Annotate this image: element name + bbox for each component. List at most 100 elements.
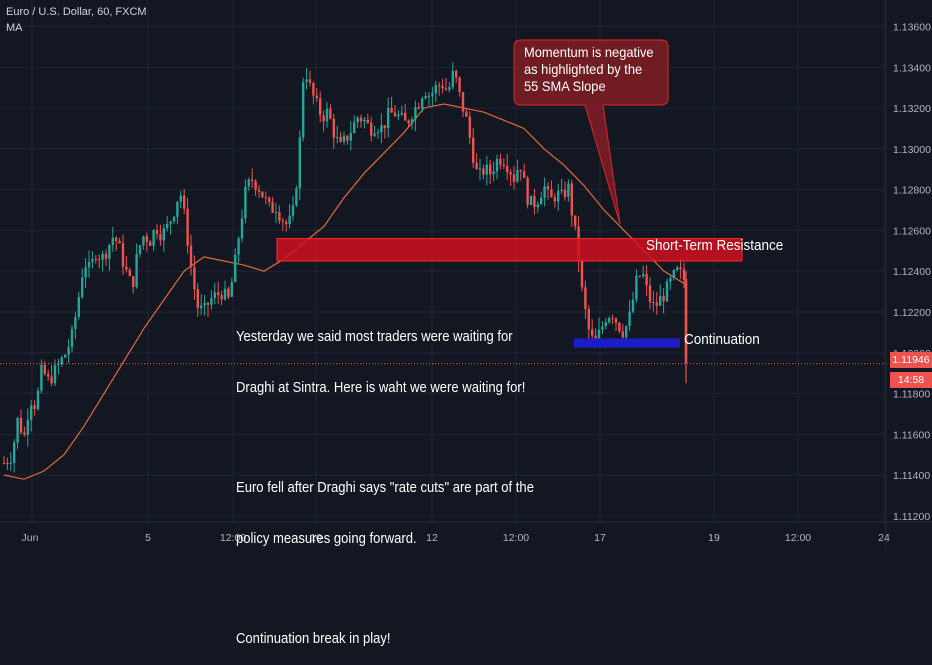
candle-body xyxy=(30,405,33,420)
candle-body xyxy=(329,108,332,119)
candle-body xyxy=(451,70,454,88)
candle-body xyxy=(332,118,335,138)
time-tick-label: 12:00 xyxy=(785,532,811,544)
candle-body xyxy=(142,236,145,246)
candle-body xyxy=(679,267,682,270)
time-tick-label: 19 xyxy=(708,532,720,544)
candle-body xyxy=(655,302,658,306)
note-line-1: Yesterday we said most traders were wait… xyxy=(236,329,513,345)
price-tick-label: 1.11600 xyxy=(893,429,930,441)
candle-body xyxy=(91,259,94,262)
candle-body xyxy=(346,135,349,141)
candle-body xyxy=(128,269,131,277)
price-tick-label: 1.13600 xyxy=(893,22,931,34)
candle-body xyxy=(19,417,23,433)
candle-body xyxy=(210,297,213,305)
candle-body xyxy=(50,376,53,384)
analysis-note: Yesterday we said most traders were wait… xyxy=(236,295,534,665)
candle-body xyxy=(628,311,631,327)
price-tick-label: 1.12200 xyxy=(893,307,931,319)
candle-body xyxy=(407,120,410,124)
candle-body xyxy=(621,331,624,338)
candle-body xyxy=(635,275,638,300)
candle-body xyxy=(193,267,196,290)
price-tick-label: 1.12600 xyxy=(893,225,931,237)
candle-body xyxy=(121,243,125,267)
callout-line-1: Momentum is negative xyxy=(524,44,654,60)
candle-body xyxy=(302,81,305,138)
candle-body xyxy=(584,287,587,310)
candle-body xyxy=(410,119,414,124)
note-line-7: Continuation break in play! xyxy=(236,631,391,647)
candle-body xyxy=(662,296,665,302)
candle-body xyxy=(363,119,366,122)
candle-body xyxy=(169,221,172,224)
candle-body xyxy=(2,462,6,464)
candle-body xyxy=(251,179,254,181)
candle-body xyxy=(162,228,165,241)
candle-body xyxy=(448,87,451,90)
candle-body xyxy=(390,108,393,113)
candle-body xyxy=(424,96,427,99)
candle-body xyxy=(135,253,138,287)
candle-body xyxy=(485,164,488,175)
continuation-label: Continuation xyxy=(684,331,760,348)
candle-body xyxy=(465,111,468,117)
candle-body xyxy=(543,186,546,198)
candle-body xyxy=(203,302,206,306)
candle-body xyxy=(495,158,499,172)
candle-body xyxy=(6,463,9,465)
note-line-6 xyxy=(236,582,534,597)
candle-body xyxy=(580,259,584,288)
candle-body xyxy=(60,357,63,364)
candle-body xyxy=(43,364,46,375)
candle-body xyxy=(315,95,318,99)
candle-body xyxy=(400,112,403,115)
candle-body xyxy=(57,363,60,366)
candle-body xyxy=(519,169,522,172)
candle-body xyxy=(574,215,577,227)
candle-body xyxy=(638,275,641,277)
candle-body xyxy=(104,253,108,259)
candle-body xyxy=(152,230,155,247)
candle-body xyxy=(118,240,121,244)
price-axis[interactable]: 1.13600 1.13400 1.13200 1.13000 1.12800 1.126… xyxy=(885,0,931,550)
candle-body xyxy=(684,279,688,363)
time-axis[interactable]: Jun 5 12:00 10 12 12:00 17 19 12:00 24 xyxy=(0,521,932,544)
indicator-label-ma[interactable]: MA xyxy=(6,22,23,34)
candle-body xyxy=(342,135,346,142)
candle-body xyxy=(200,305,203,309)
candle-body xyxy=(397,114,400,117)
candle-body xyxy=(308,79,312,83)
candle-body xyxy=(98,259,101,261)
candle-body xyxy=(376,132,380,134)
candle-body xyxy=(665,281,669,302)
callout-line-3: 55 SMA Slope xyxy=(524,78,606,94)
candle-body xyxy=(444,88,448,90)
candle-body xyxy=(645,273,648,286)
continuation-box xyxy=(574,338,680,348)
candle-body xyxy=(587,309,590,330)
candle-body xyxy=(421,98,424,109)
candle-body xyxy=(393,112,397,117)
candle-body xyxy=(652,302,655,304)
candle-body xyxy=(533,195,536,208)
candle-body xyxy=(254,180,257,190)
candle-body xyxy=(53,365,57,384)
candle-body xyxy=(482,168,485,175)
candle-body xyxy=(322,115,325,122)
candle-body xyxy=(529,195,533,205)
callout-bubble xyxy=(513,39,669,225)
candle-body xyxy=(115,237,118,241)
price-chart[interactable]: 1.13600 1.13400 1.13200 1.13000 1.12800 1.126… xyxy=(0,0,932,550)
candle-body xyxy=(380,125,383,133)
candle-body xyxy=(257,189,261,192)
candle-body xyxy=(553,197,556,202)
candle-body xyxy=(84,267,87,278)
candle-body xyxy=(213,292,216,298)
moving-average-layer xyxy=(3,103,685,480)
price-tick-label: 1.11800 xyxy=(893,389,930,401)
candle-body xyxy=(567,183,570,197)
candle-body xyxy=(196,289,199,309)
candle-body xyxy=(608,318,611,323)
